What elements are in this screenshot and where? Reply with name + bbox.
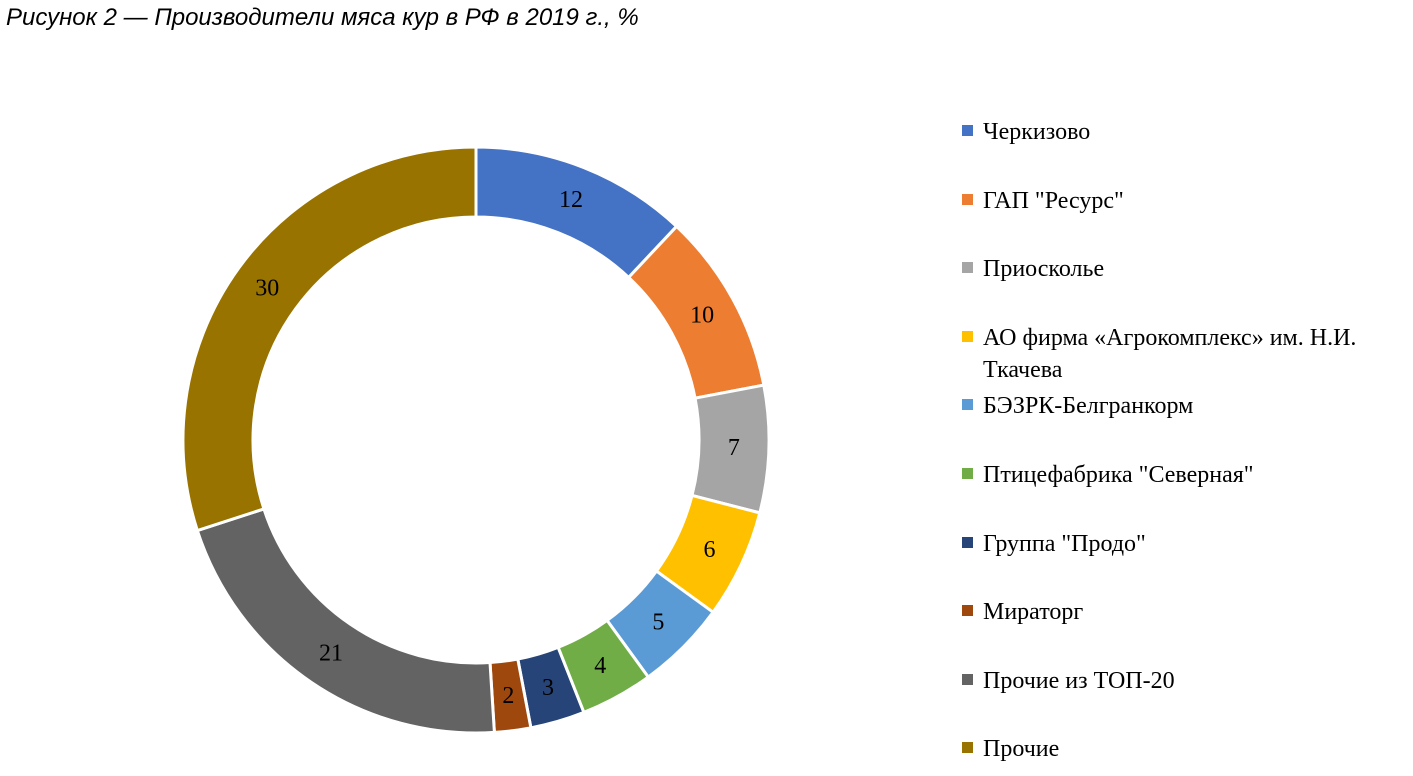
legend-swatch (962, 536, 973, 548)
legend-swatch (962, 262, 973, 274)
data-label: 10 (690, 303, 714, 329)
legend-swatch (962, 193, 973, 205)
legend-swatch (962, 673, 973, 685)
donut-segment (181, 145, 478, 533)
data-label: 3 (542, 675, 554, 701)
legend-swatch (962, 330, 973, 342)
legend-label: Мираторг (983, 599, 1084, 626)
data-label: 4 (594, 653, 606, 679)
legend-label: АО фирма «Агрокомплекс» им. Н.И. Ткачева (983, 324, 1357, 383)
donut-chart: 12 10 7 6 5 4 3 2 21 30 (181, 145, 771, 735)
legend-label: ГАП "Ресурс" (983, 187, 1124, 214)
legend-label: Приосколье (983, 256, 1105, 283)
legend-label: БЭЗРК-Белгранкорм (983, 393, 1194, 420)
legend-label: Черкизово (983, 119, 1091, 145)
legend-label: Прочие из ТОП-20 (983, 667, 1175, 694)
data-label: 7 (728, 435, 740, 461)
data-label: 5 (652, 609, 664, 635)
legend-label: Прочие (983, 736, 1060, 763)
legend-label: Птицефабрика "Северная" (983, 462, 1254, 488)
data-label: 21 (319, 640, 343, 666)
chart-caption: Рисунок 2 — Производители мяса кур в РФ … (6, 4, 639, 31)
donut-segments (181, 145, 771, 735)
legend-swatch (962, 399, 973, 411)
data-label: 6 (703, 537, 715, 563)
legend-swatch (962, 742, 973, 754)
data-label: 30 (255, 275, 279, 301)
legend-label: Группа "Продо" (983, 530, 1146, 557)
data-label: 2 (502, 683, 514, 709)
legend-swatch (962, 605, 973, 617)
legend-swatch (962, 468, 973, 479)
donut-segment (195, 507, 496, 735)
data-label: 12 (559, 187, 583, 213)
donut-data-labels: 12 10 7 6 5 4 3 2 21 30 (255, 187, 740, 709)
legend-swatch (962, 125, 973, 136)
